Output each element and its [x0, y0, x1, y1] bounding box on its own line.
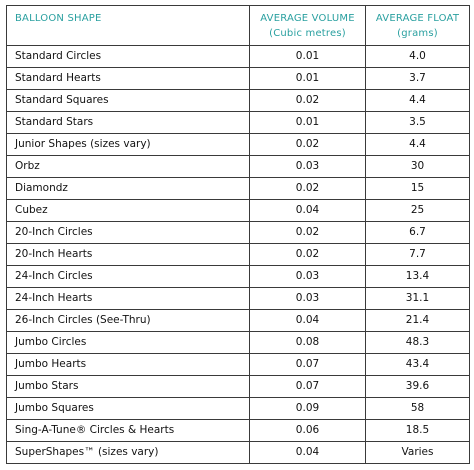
table-row: Standard Squares 0.02 4.4 [6, 89, 470, 112]
cell-balloon-shape: 20-Inch Circles [6, 221, 250, 244]
table-row: 20-Inch Hearts 0.02 7.7 [6, 243, 470, 266]
table-row: SuperShapes™ (sizes vary) 0.04 Varies [6, 441, 470, 464]
cell-average-volume: 0.03 [249, 155, 366, 178]
cell-average-float: 4.4 [365, 133, 470, 156]
cell-average-float: 31.1 [365, 287, 470, 310]
table-row: Sing-A-Tune® Circles & Hearts 0.06 18.5 [6, 419, 470, 442]
cell-average-volume: 0.04 [249, 309, 366, 332]
cell-average-float: 3.5 [365, 111, 470, 134]
balloon-table-sheet: BALLOON SHAPE AVERAGE VOLUME (Cubic metr… [6, 5, 470, 468]
table-row: Jumbo Hearts 0.07 43.4 [6, 353, 470, 376]
cell-balloon-shape: 26-Inch Circles (See-Thru) [6, 309, 250, 332]
cell-average-float: 25 [365, 199, 470, 222]
cell-balloon-shape: Jumbo Circles [6, 331, 250, 354]
cell-balloon-shape: SuperShapes™ (sizes vary) [6, 441, 250, 464]
table-row: Jumbo Squares 0.09 58 [6, 397, 470, 420]
cell-average-float: 6.7 [365, 221, 470, 244]
cell-average-volume: 0.08 [249, 331, 366, 354]
cell-balloon-shape: Standard Circles [6, 45, 250, 68]
cell-average-volume: 0.02 [249, 89, 366, 112]
cell-average-volume: 0.03 [249, 287, 366, 310]
cell-average-volume: 0.02 [249, 133, 366, 156]
table-row: 26-Inch Circles (See-Thru) 0.04 21.4 [6, 309, 470, 332]
cell-balloon-shape: Standard Hearts [6, 67, 250, 90]
table-row: 24-Inch Circles 0.03 13.4 [6, 265, 470, 288]
cell-average-float: 18.5 [365, 419, 470, 442]
cell-average-float: 3.7 [365, 67, 470, 90]
cell-average-float: 48.3 [365, 331, 470, 354]
cell-average-float: 21.4 [365, 309, 470, 332]
cell-average-volume: 0.02 [249, 243, 366, 266]
cell-balloon-shape: Cubez [6, 199, 250, 222]
table-row: 20-Inch Circles 0.02 6.7 [6, 221, 470, 244]
cell-average-float: 39.6 [365, 375, 470, 398]
header-balloon-shape: BALLOON SHAPE [6, 5, 250, 46]
table-body: Standard Circles 0.01 4.0 Standard Hearts 0.… [6, 45, 470, 464]
cell-average-volume: 0.01 [249, 67, 366, 90]
cell-balloon-shape: Diamondz [6, 177, 250, 200]
table-row: 24-Inch Hearts 0.03 31.1 [6, 287, 470, 310]
cell-average-float: 15 [365, 177, 470, 200]
table-row: Standard Hearts 0.01 3.7 [6, 67, 470, 90]
cell-average-float: 4.0 [365, 45, 470, 68]
cell-average-float: 7.7 [365, 243, 470, 266]
cell-average-volume: 0.04 [249, 441, 366, 464]
cell-average-float: 13.4 [365, 265, 470, 288]
cell-average-volume: 0.07 [249, 353, 366, 376]
cell-balloon-shape: Orbz [6, 155, 250, 178]
cell-average-volume: 0.06 [249, 419, 366, 442]
cell-average-volume: 0.04 [249, 199, 366, 222]
cell-average-volume: 0.01 [249, 111, 366, 134]
cell-balloon-shape: Jumbo Stars [6, 375, 250, 398]
cell-balloon-shape: 20-Inch Hearts [6, 243, 250, 266]
header-average-volume-label: AVERAGE VOLUME [260, 13, 355, 24]
cell-average-volume: 0.02 [249, 221, 366, 244]
header-average-float-unit: (grams) [397, 28, 438, 39]
cell-average-volume: 0.03 [249, 265, 366, 288]
table-row: Jumbo Stars 0.07 39.6 [6, 375, 470, 398]
header-row: BALLOON SHAPE AVERAGE VOLUME (Cubic metr… [6, 5, 470, 46]
cell-balloon-shape: Jumbo Hearts [6, 353, 250, 376]
cell-balloon-shape: 24-Inch Circles [6, 265, 250, 288]
cell-average-volume: 0.07 [249, 375, 366, 398]
cell-average-float: Varies [365, 441, 470, 464]
table-row: Standard Circles 0.01 4.0 [6, 45, 470, 68]
balloon-volume-float-table: BALLOON SHAPE AVERAGE VOLUME (Cubic metr… [6, 5, 470, 464]
cell-balloon-shape: Junior Shapes (sizes vary) [6, 133, 250, 156]
table-row: Junior Shapes (sizes vary) 0.02 4.4 [6, 133, 470, 156]
cell-balloon-shape: 24-Inch Hearts [6, 287, 250, 310]
cell-balloon-shape: Standard Squares [6, 89, 250, 112]
cell-average-volume: 0.01 [249, 45, 366, 68]
header-average-float: AVERAGE FLOAT (grams) [365, 5, 470, 46]
cell-average-float: 4.4 [365, 89, 470, 112]
cell-average-volume: 0.09 [249, 397, 366, 420]
cell-balloon-shape: Jumbo Squares [6, 397, 250, 420]
table-header: BALLOON SHAPE AVERAGE VOLUME (Cubic metr… [6, 5, 470, 46]
cell-average-float: 30 [365, 155, 470, 178]
cell-average-float: 58 [365, 397, 470, 420]
cell-average-volume: 0.02 [249, 177, 366, 200]
cell-average-float: 43.4 [365, 353, 470, 376]
table-row: Orbz 0.03 30 [6, 155, 470, 178]
table-row: Standard Stars 0.01 3.5 [6, 111, 470, 134]
header-average-float-label: AVERAGE FLOAT [375, 13, 460, 24]
header-balloon-shape-label: BALLOON SHAPE [15, 13, 102, 24]
table-row: Cubez 0.04 25 [6, 199, 470, 222]
cell-balloon-shape: Standard Stars [6, 111, 250, 134]
header-average-volume: AVERAGE VOLUME (Cubic metres) [249, 5, 366, 46]
table-row: Diamondz 0.02 15 [6, 177, 470, 200]
cell-balloon-shape: Sing-A-Tune® Circles & Hearts [6, 419, 250, 442]
header-average-volume-unit: (Cubic metres) [269, 28, 346, 39]
table-row: Jumbo Circles 0.08 48.3 [6, 331, 470, 354]
